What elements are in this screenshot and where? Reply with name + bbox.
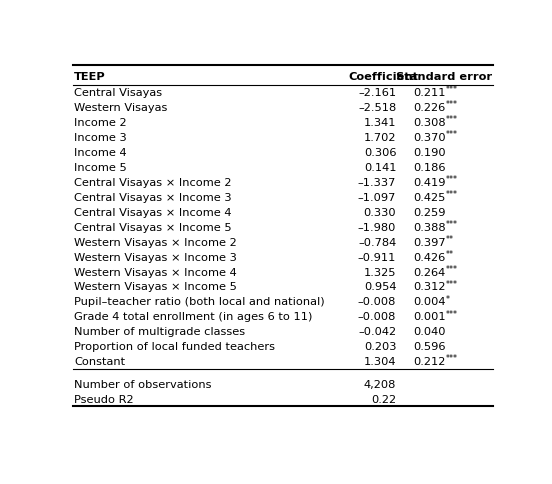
Text: Central Visayas × Income 5: Central Visayas × Income 5	[74, 222, 232, 232]
Text: 0.308: 0.308	[413, 118, 445, 128]
Text: Proportion of local funded teachers: Proportion of local funded teachers	[74, 342, 275, 351]
Text: 0.264: 0.264	[413, 267, 445, 277]
Text: Pupil–teacher ratio (both local and national): Pupil–teacher ratio (both local and nati…	[74, 297, 325, 307]
Text: ***: ***	[446, 264, 458, 273]
Text: 0.330: 0.330	[364, 207, 396, 217]
Text: 0.306: 0.306	[364, 148, 396, 158]
Text: ***: ***	[446, 85, 458, 94]
Text: Standard error: Standard error	[396, 72, 492, 82]
Text: Central Visayas: Central Visayas	[74, 88, 162, 98]
Text: **: **	[446, 249, 454, 258]
Text: 0.211: 0.211	[413, 88, 445, 98]
Text: Western Visayas × Income 2: Western Visayas × Income 2	[74, 237, 237, 247]
Text: 0.004: 0.004	[413, 297, 445, 307]
Text: 0.190: 0.190	[413, 148, 445, 158]
Text: Income 5: Income 5	[74, 163, 127, 173]
Text: ***: ***	[446, 309, 458, 318]
Text: Central Visayas × Income 3: Central Visayas × Income 3	[74, 193, 232, 202]
Text: –2.518: –2.518	[358, 103, 396, 113]
Text: Central Visayas × Income 4: Central Visayas × Income 4	[74, 207, 232, 217]
Text: 0.596: 0.596	[413, 342, 445, 351]
Text: *: *	[446, 294, 450, 303]
Text: 0.22: 0.22	[371, 393, 396, 404]
Text: ***: ***	[446, 354, 458, 363]
Text: Constant: Constant	[74, 356, 125, 366]
Text: 0.426: 0.426	[413, 252, 445, 262]
Text: Western Visayas × Income 4: Western Visayas × Income 4	[74, 267, 237, 277]
Text: Central Visayas × Income 2: Central Visayas × Income 2	[74, 178, 232, 187]
Text: ***: ***	[446, 190, 458, 198]
Text: 0.226: 0.226	[413, 103, 445, 113]
Text: Income 4: Income 4	[74, 148, 127, 158]
Text: 0.259: 0.259	[413, 207, 445, 217]
Text: Western Visayas × Income 5: Western Visayas × Income 5	[74, 282, 237, 292]
Text: Pseudo R2: Pseudo R2	[74, 393, 134, 404]
Text: 0.388: 0.388	[413, 222, 445, 232]
Text: –0.911: –0.911	[358, 252, 396, 262]
Text: 0.001: 0.001	[413, 312, 445, 322]
Text: Grade 4 total enrollment (in ages 6 to 11): Grade 4 total enrollment (in ages 6 to 1…	[74, 312, 312, 322]
Text: 0.312: 0.312	[413, 282, 445, 292]
Text: Western Visayas: Western Visayas	[74, 103, 167, 113]
Text: Income 3: Income 3	[74, 133, 127, 143]
Text: –0.042: –0.042	[358, 327, 396, 336]
Text: ***: ***	[446, 279, 458, 288]
Text: ***: ***	[446, 115, 458, 124]
Text: ***: ***	[446, 100, 458, 109]
Text: 0.370: 0.370	[413, 133, 445, 143]
Text: 0.203: 0.203	[364, 342, 396, 351]
Text: 0.212: 0.212	[413, 356, 445, 366]
Text: –1.980: –1.980	[358, 222, 396, 232]
Text: –0.008: –0.008	[358, 297, 396, 307]
Text: Western Visayas × Income 3: Western Visayas × Income 3	[74, 252, 237, 262]
Text: 0.419: 0.419	[413, 178, 445, 187]
Text: 0.425: 0.425	[413, 193, 445, 202]
Text: 0.141: 0.141	[364, 163, 396, 173]
Text: Income 2: Income 2	[74, 118, 127, 128]
Text: Coefficient: Coefficient	[348, 72, 418, 82]
Text: 1.325: 1.325	[364, 267, 396, 277]
Text: 0.397: 0.397	[413, 237, 445, 247]
Text: 1.702: 1.702	[364, 133, 396, 143]
Text: –0.008: –0.008	[358, 312, 396, 322]
Text: –0.784: –0.784	[358, 237, 396, 247]
Text: 0.040: 0.040	[413, 327, 445, 336]
Text: Number of observations: Number of observations	[74, 379, 211, 389]
Text: TEEP: TEEP	[74, 72, 106, 82]
Text: –1.337: –1.337	[358, 178, 396, 187]
Text: 0.954: 0.954	[364, 282, 396, 292]
Text: 4,208: 4,208	[364, 379, 396, 389]
Text: ***: ***	[446, 130, 458, 139]
Text: ***: ***	[446, 175, 458, 184]
Text: 1.341: 1.341	[364, 118, 396, 128]
Text: **: **	[446, 234, 454, 243]
Text: ***: ***	[446, 219, 458, 228]
Text: –1.097: –1.097	[358, 193, 396, 202]
Text: 0.186: 0.186	[413, 163, 445, 173]
Text: Number of multigrade classes: Number of multigrade classes	[74, 327, 245, 336]
Text: 1.304: 1.304	[364, 356, 396, 366]
Text: –2.161: –2.161	[358, 88, 396, 98]
